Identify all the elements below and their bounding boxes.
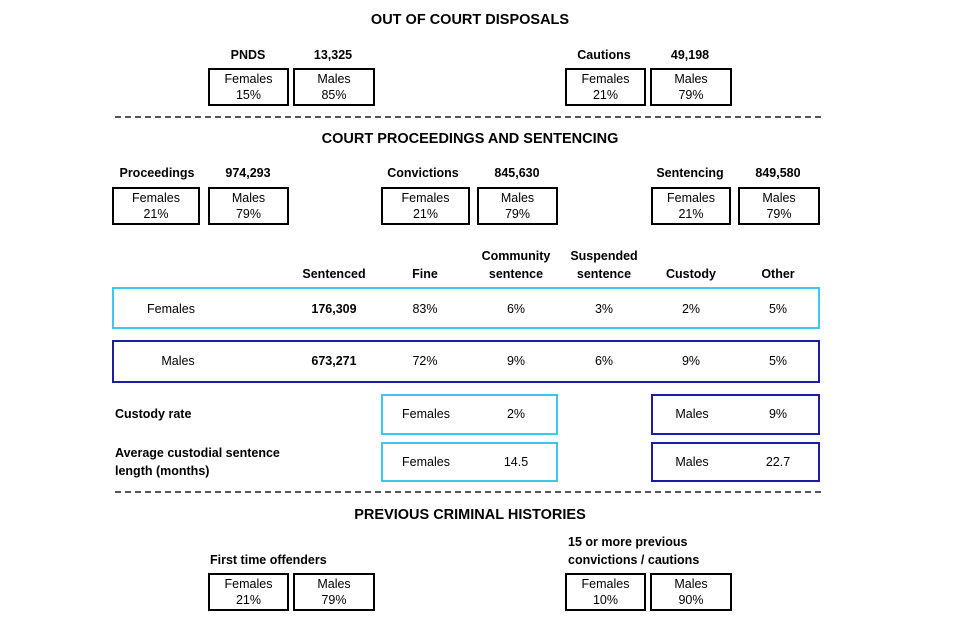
group-label: Proceedings (119, 166, 195, 180)
table-cell: 176,309 (311, 302, 357, 316)
table-header: Fine (412, 267, 438, 281)
group-label: Cautions (577, 48, 631, 62)
box-label: Males (231, 191, 266, 205)
females-box: Females 21% (208, 573, 289, 611)
box-value: 79% (504, 207, 531, 221)
box-value: 79% (678, 88, 704, 102)
table-cell: 6% (594, 354, 614, 368)
divider (115, 491, 821, 493)
section-title: PREVIOUS CRIMINAL HISTORIES (354, 507, 586, 523)
females-box: Females 10% (565, 573, 646, 611)
males-box: Males 79% (208, 187, 289, 225)
females-box: Females 21% (112, 187, 200, 225)
females-box: Females 15% (208, 68, 289, 106)
box-value: 2% (506, 407, 526, 421)
box-value: 79% (766, 207, 792, 221)
box-value: 79% (235, 207, 262, 221)
box-value: 15% (235, 88, 262, 102)
group-total: 845,630 (494, 166, 540, 180)
box-value: 14.5 (503, 455, 529, 469)
box-label: Males (674, 577, 708, 591)
section-title: COURT PROCEEDINGS AND SENTENCING (321, 131, 619, 147)
table-cell: 6% (506, 302, 526, 316)
table-header: Sentenced (302, 267, 366, 281)
box-value: 79% (321, 593, 347, 607)
table-cell: 9% (681, 354, 701, 368)
males-box (651, 394, 820, 435)
males-box: Males 79% (293, 573, 375, 611)
box-label: Males (675, 407, 709, 421)
males-box (651, 442, 820, 482)
box-label: Females (402, 455, 450, 469)
box-label: Females (581, 72, 630, 86)
group-total: 974,293 (225, 166, 271, 180)
table-row-box (112, 287, 820, 329)
row-label: Average custodial sentence length (month… (115, 446, 280, 478)
females-box (381, 394, 558, 435)
row-label: Custody rate (115, 407, 192, 421)
group-label: Convictions (387, 166, 459, 180)
group-label: 15 or more previous convictions / cautio… (568, 535, 700, 567)
row-label: Females (147, 302, 195, 316)
box-label: Females (667, 191, 715, 205)
table-cell: 72% (412, 354, 438, 368)
table-row-box (112, 340, 820, 383)
group-label: First time offenders (210, 553, 327, 567)
box-label: Females (132, 191, 180, 205)
box-value: 90% (678, 593, 704, 607)
box-value: 22.7 (765, 455, 791, 469)
females-box: Females 21% (381, 187, 470, 225)
group-total: 49,198 (670, 48, 710, 62)
box-label: Males (317, 72, 351, 86)
box-value: 21% (143, 207, 169, 221)
table-cell: 673,271 (311, 354, 357, 368)
section-title: OUT OF COURT DISPOSALS (370, 12, 570, 28)
table-cell: 9% (506, 354, 526, 368)
box-value: 21% (235, 593, 262, 607)
box-value: 85% (321, 88, 347, 102)
group-label: PNDS (230, 48, 266, 62)
box-value: 21% (412, 207, 439, 221)
females-box: Females 21% (651, 187, 731, 225)
table-cell: 2% (681, 302, 701, 316)
table-header: Community sentence (481, 249, 551, 281)
divider (115, 116, 821, 118)
box-label: Males (500, 191, 535, 205)
table-cell: 83% (412, 302, 438, 316)
row-label: Males (161, 354, 195, 368)
box-value: 21% (678, 207, 704, 221)
table-cell: 3% (594, 302, 614, 316)
table-header: Suspended sentence (570, 249, 638, 281)
males-box: Males 79% (477, 187, 558, 225)
box-value: 21% (592, 88, 619, 102)
males-box: Males 79% (650, 68, 732, 106)
box-value: 9% (768, 407, 788, 421)
box-label: Females (402, 407, 450, 421)
females-box (381, 442, 558, 482)
table-cell: 5% (768, 354, 788, 368)
group-total: 13,325 (313, 48, 353, 62)
box-label: Males (674, 72, 708, 86)
females-box: Females 21% (565, 68, 646, 106)
box-label: Females (581, 577, 630, 591)
males-box: Males 79% (738, 187, 820, 225)
box-label: Females (401, 191, 450, 205)
males-box: Males 85% (293, 68, 375, 106)
table-header: Custody (666, 267, 716, 281)
males-box: Males 90% (650, 573, 732, 611)
box-value: 10% (592, 593, 619, 607)
box-label: Males (675, 455, 709, 469)
box-label: Males (762, 191, 796, 205)
box-label: Females (224, 72, 273, 86)
table-cell: 5% (768, 302, 788, 316)
group-total: 849,580 (755, 166, 801, 180)
box-label: Females (224, 577, 273, 591)
table-header: Other (761, 267, 795, 281)
group-label: Sentencing (656, 166, 724, 180)
box-label: Males (317, 577, 351, 591)
